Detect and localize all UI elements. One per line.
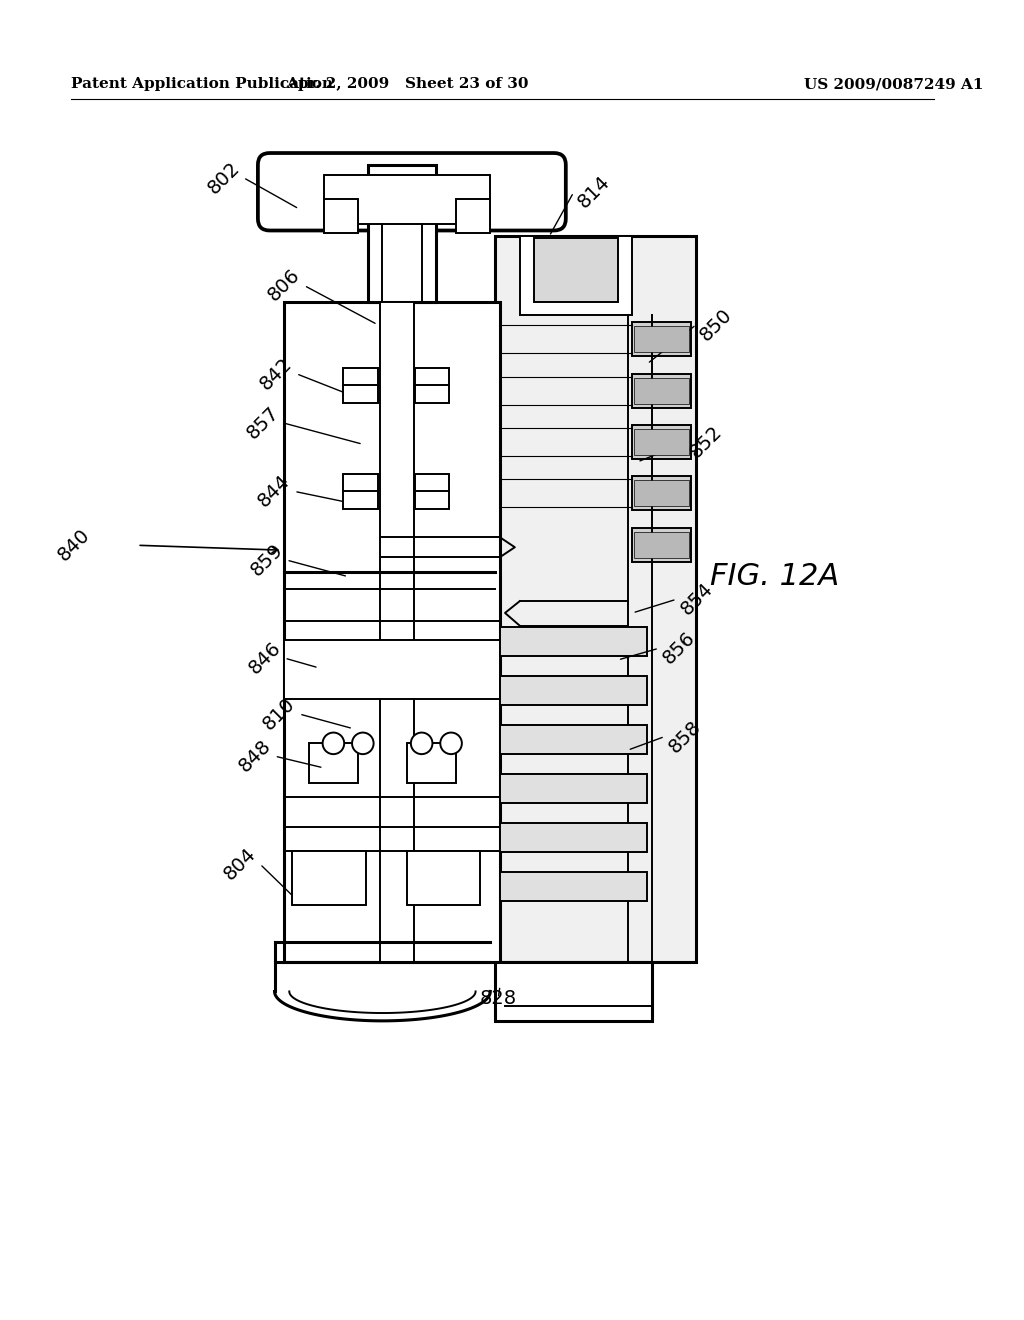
Bar (407, 851, 480, 906)
Text: Patent Application Publication: Patent Application Publication (71, 78, 333, 91)
Bar (500, 725, 647, 754)
Bar (285, 640, 500, 700)
Circle shape (352, 733, 374, 754)
Bar (633, 528, 691, 562)
Text: 810: 810 (259, 694, 299, 734)
Circle shape (440, 733, 462, 754)
Text: 844: 844 (255, 471, 294, 511)
Bar (381, 302, 414, 962)
Text: 814: 814 (573, 173, 613, 213)
Text: 806: 806 (264, 265, 304, 305)
Bar (635, 532, 689, 558)
Bar (535, 239, 617, 302)
Bar (500, 676, 647, 705)
Bar (500, 871, 647, 902)
Bar (324, 199, 358, 234)
Circle shape (411, 733, 432, 754)
Bar (633, 322, 691, 356)
Text: 828: 828 (479, 989, 517, 1007)
FancyBboxPatch shape (258, 153, 566, 231)
Bar (456, 199, 490, 234)
Bar (633, 475, 691, 510)
Bar (285, 302, 500, 962)
Bar (520, 236, 633, 315)
Bar (633, 425, 691, 459)
Text: 840: 840 (53, 525, 93, 565)
Text: FIG. 12A: FIG. 12A (710, 562, 840, 591)
Text: 804: 804 (220, 845, 260, 884)
Text: 858: 858 (665, 717, 705, 756)
Text: 802: 802 (204, 158, 243, 198)
Bar (415, 368, 450, 403)
Bar (500, 627, 647, 656)
Bar (343, 474, 378, 510)
Bar (343, 368, 378, 403)
Bar (496, 962, 652, 1020)
Text: Apr. 2, 2009   Sheet 23 of 30: Apr. 2, 2009 Sheet 23 of 30 (286, 78, 528, 91)
Bar (635, 378, 689, 404)
Text: 852: 852 (686, 422, 726, 462)
Text: 859: 859 (247, 540, 287, 579)
Bar (633, 374, 691, 408)
Bar (407, 743, 456, 783)
Text: 856: 856 (659, 628, 698, 668)
Bar (500, 774, 647, 803)
Bar (309, 743, 358, 783)
Bar (635, 326, 689, 352)
Bar (324, 174, 490, 223)
Text: 848: 848 (234, 737, 274, 776)
Text: 857: 857 (243, 403, 283, 442)
Text: 850: 850 (696, 305, 736, 345)
Bar (292, 851, 366, 906)
Text: US 2009/0087249 A1: US 2009/0087249 A1 (804, 78, 984, 91)
Bar (500, 822, 647, 853)
Circle shape (323, 733, 344, 754)
Bar (496, 236, 696, 962)
Text: 842: 842 (256, 354, 296, 393)
Bar (368, 165, 436, 302)
Bar (635, 479, 689, 506)
Text: 854: 854 (677, 579, 717, 619)
Bar (635, 429, 689, 455)
Text: 846: 846 (245, 638, 285, 678)
Bar (415, 474, 450, 510)
